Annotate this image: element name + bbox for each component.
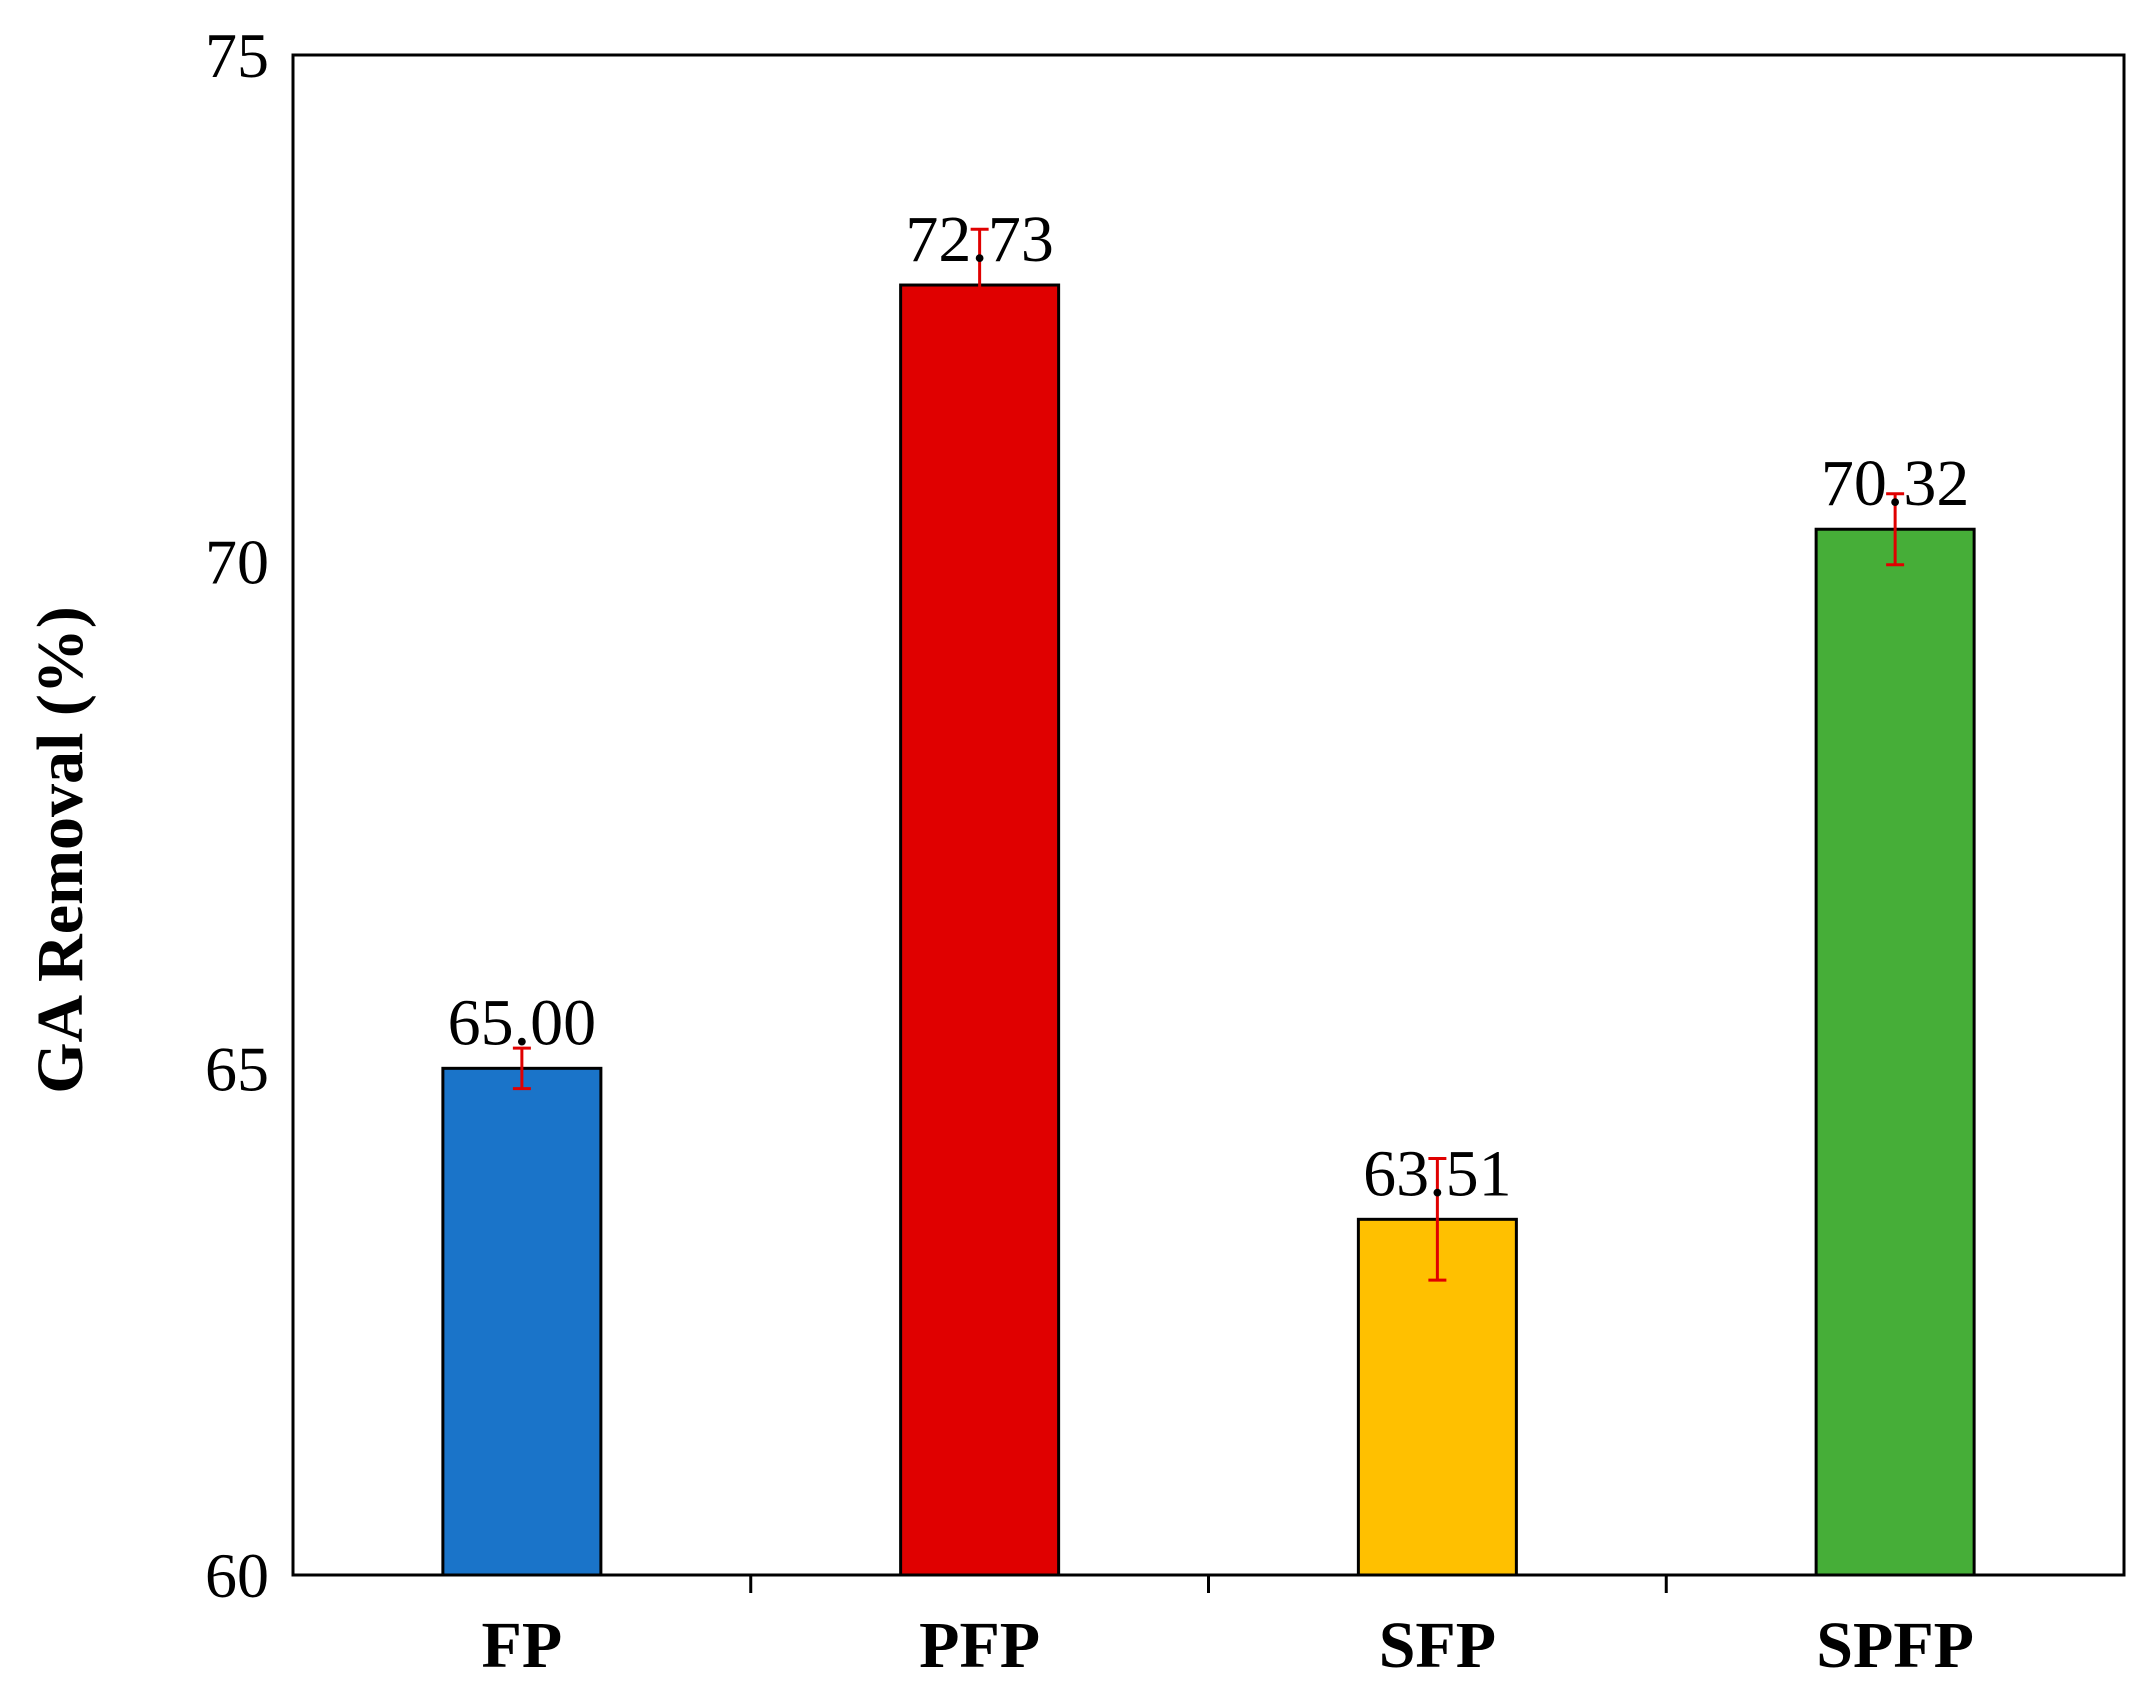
error-bar	[512, 1046, 531, 1091]
y-tick-label: 70	[205, 527, 269, 598]
y-axis: 60 65 70 75	[205, 20, 269, 1611]
error-bars	[512, 227, 1905, 1282]
bar	[899, 283, 1061, 1577]
x-tick-label: SPFP	[1816, 1609, 1974, 1682]
data-label: 70.32	[1821, 447, 1970, 520]
x-axis: FP PFP SFP SPFP	[482, 1575, 1974, 1682]
error-bar	[1428, 1157, 1447, 1282]
data-label: 63.51	[1363, 1137, 1512, 1210]
y-tick-label: 60	[205, 1540, 269, 1611]
data-label: 72.73	[905, 203, 1054, 276]
data-labels: 65.00 72.73 63.51 70.32	[448, 203, 1970, 1210]
x-tick-label: PFP	[919, 1609, 1040, 1682]
data-label: 65.00	[448, 986, 597, 1059]
y-tick-label: 75	[205, 20, 269, 91]
x-tick-label: SFP	[1379, 1609, 1496, 1682]
bar	[1814, 527, 1976, 1577]
error-bar	[970, 227, 989, 343]
y-tick-label: 65	[205, 1033, 269, 1104]
y-axis-title: GA Removal (%)	[24, 606, 97, 1094]
bars	[441, 283, 1976, 1577]
bar	[441, 1066, 603, 1577]
x-tick-label: FP	[482, 1609, 563, 1682]
error-bar	[1886, 492, 1905, 567]
